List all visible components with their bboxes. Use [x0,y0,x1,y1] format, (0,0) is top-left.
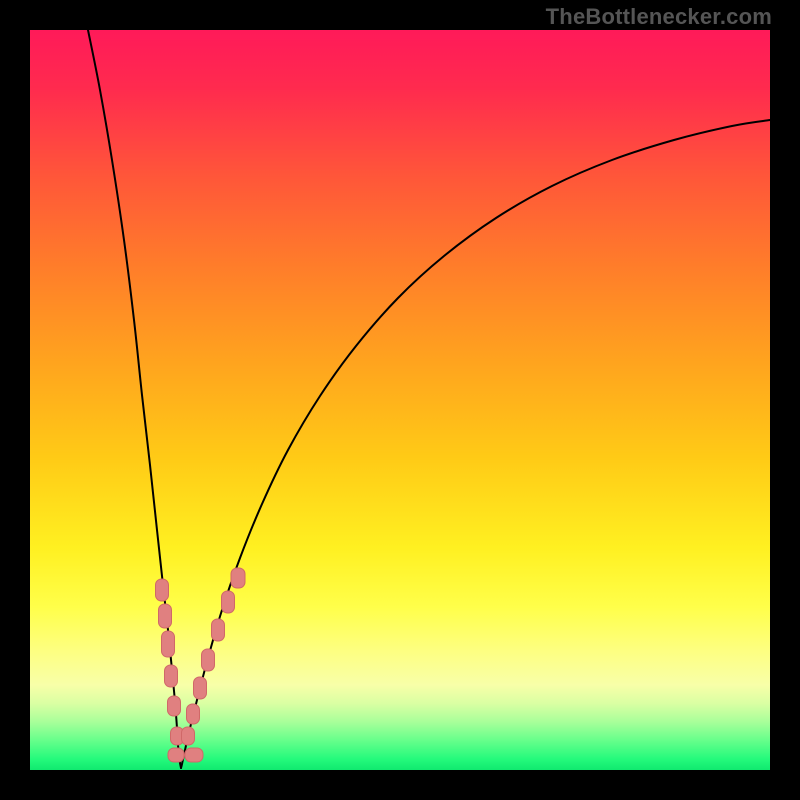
data-marker [231,568,245,588]
data-marker [162,631,175,657]
right-curve [181,120,770,768]
plot-area [30,30,770,770]
data-marker [187,704,200,724]
data-marker [194,677,207,699]
data-marker [182,727,195,745]
marker-group [156,568,246,762]
data-marker [185,748,203,762]
data-marker [202,649,215,671]
curves-layer [30,30,770,770]
data-marker [159,604,172,628]
data-marker [156,579,169,601]
watermark-text: TheBottlenecker.com [546,4,772,30]
chart-root: TheBottlenecker.com [0,0,800,800]
data-marker [212,619,225,641]
data-marker [222,591,235,613]
data-marker [168,696,181,716]
data-marker [165,665,178,687]
data-marker [168,748,184,762]
